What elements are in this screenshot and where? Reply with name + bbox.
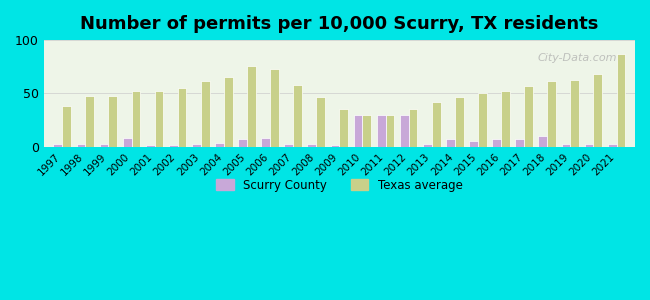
- Bar: [492, 139, 501, 147]
- Text: City-Data.com: City-Data.com: [538, 53, 618, 63]
- Bar: [307, 144, 317, 147]
- Bar: [146, 145, 155, 147]
- Bar: [224, 77, 233, 147]
- Legend: Scurry County, Texas average: Scurry County, Texas average: [211, 174, 467, 196]
- Bar: [455, 97, 463, 147]
- Bar: [501, 91, 510, 147]
- Bar: [62, 106, 71, 147]
- Bar: [524, 86, 533, 147]
- Bar: [377, 115, 385, 147]
- Bar: [192, 144, 201, 147]
- Bar: [584, 144, 593, 147]
- Bar: [593, 74, 602, 147]
- Bar: [270, 69, 279, 147]
- Bar: [169, 145, 177, 147]
- Bar: [432, 102, 441, 147]
- Bar: [469, 141, 478, 147]
- Title: Number of permits per 10,000 Scurry, TX residents: Number of permits per 10,000 Scurry, TX …: [80, 15, 599, 33]
- Bar: [109, 96, 117, 147]
- Bar: [385, 115, 395, 147]
- Bar: [53, 144, 62, 147]
- Bar: [285, 144, 293, 147]
- Bar: [99, 144, 109, 147]
- Bar: [478, 93, 487, 147]
- Bar: [363, 115, 371, 147]
- Bar: [409, 110, 417, 147]
- Bar: [354, 115, 363, 147]
- Bar: [131, 91, 140, 147]
- Bar: [339, 110, 348, 147]
- Bar: [238, 139, 247, 147]
- Bar: [123, 138, 131, 147]
- Bar: [177, 88, 187, 147]
- Bar: [562, 144, 570, 147]
- Bar: [201, 81, 209, 147]
- Bar: [423, 144, 432, 147]
- Bar: [155, 91, 163, 147]
- Bar: [400, 115, 409, 147]
- Bar: [215, 142, 224, 147]
- Bar: [331, 145, 339, 147]
- Bar: [293, 85, 302, 147]
- Bar: [317, 97, 325, 147]
- Bar: [570, 80, 579, 147]
- Bar: [547, 81, 556, 147]
- Bar: [538, 136, 547, 147]
- Bar: [77, 144, 85, 147]
- Bar: [515, 139, 524, 147]
- Bar: [608, 144, 616, 147]
- Bar: [247, 66, 255, 147]
- Bar: [446, 139, 455, 147]
- Bar: [261, 138, 270, 147]
- Bar: [616, 54, 625, 147]
- Bar: [85, 96, 94, 147]
